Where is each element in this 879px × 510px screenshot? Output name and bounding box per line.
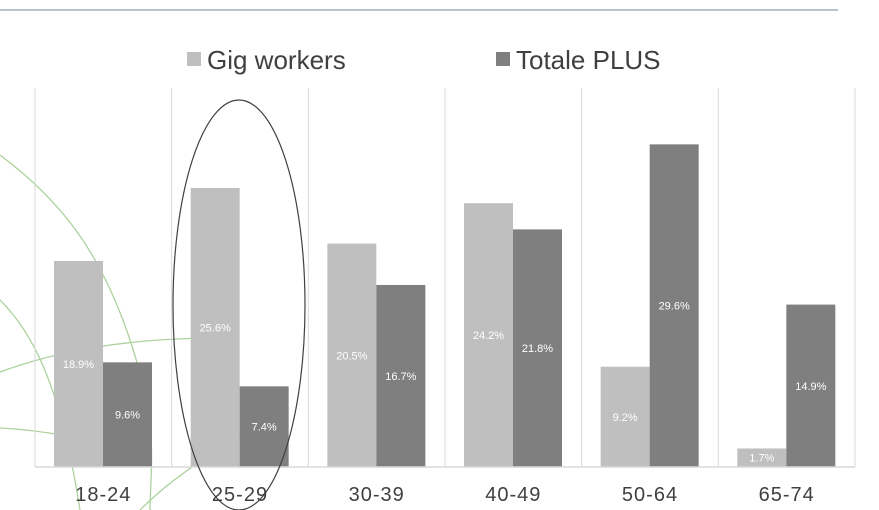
data-label-gig-workers-25-29: 25.6% xyxy=(200,322,231,334)
bar-gig-workers-25-29 xyxy=(190,187,240,467)
x-tick-label-50-64: 50-64 xyxy=(622,484,678,506)
x-tick-label-40-49: 40-49 xyxy=(485,484,541,506)
data-label-totale-plus-30-39: 16.7% xyxy=(385,371,416,383)
bar-totale-plus-25-29 xyxy=(239,386,289,467)
legend-label-totale-plus: Totale PLUS xyxy=(516,45,661,75)
data-label-gig-workers-18-24: 18.9% xyxy=(63,359,94,371)
x-tick-label-18-24: 18-24 xyxy=(75,484,131,506)
x-tick-label-25-29: 25-29 xyxy=(212,484,268,506)
highlight-ellipse xyxy=(172,99,306,510)
bar-totale-plus-40-49 xyxy=(513,229,562,467)
bar-totale-plus-50-64 xyxy=(649,144,699,468)
data-label-totale-plus-25-29: 7.4% xyxy=(252,422,277,434)
bar-totale-plus-65-74 xyxy=(786,304,836,467)
bar-gig-workers-50-64 xyxy=(600,366,650,467)
legend-swatch-gig-workers xyxy=(187,52,201,66)
x-tick-label-30-39: 30-39 xyxy=(349,484,405,506)
bar-totale-plus-18-24 xyxy=(103,362,152,467)
data-label-totale-plus-18-24: 9.6% xyxy=(115,410,140,422)
data-label-totale-plus-40-49: 21.8% xyxy=(522,343,553,355)
bars xyxy=(54,144,836,468)
data-label-gig-workers-30-39: 20.5% xyxy=(336,350,367,362)
data-label-totale-plus-65-74: 14.9% xyxy=(795,381,826,393)
bar-gig-workers-30-39 xyxy=(327,243,377,467)
legend-swatch-totale-plus xyxy=(496,52,510,66)
bar-gig-workers-40-49 xyxy=(464,203,513,467)
bar-gig-workers-18-24 xyxy=(54,260,103,467)
x-tick-label-65-74: 65-74 xyxy=(759,484,815,506)
data-labels: 18.9% 9.6% 25.6% 7.4% 20.5% 16.7% 24.2% 21.8% 9.… xyxy=(63,301,827,465)
data-label-gig-workers-40-49: 24.2% xyxy=(473,330,504,342)
bar-totale-plus-30-39 xyxy=(376,284,426,467)
legend: Gig workers Totale PLUS xyxy=(187,45,661,75)
bar-gig-workers-65-74 xyxy=(737,448,787,467)
x-axis: 18-24 25-29 30-39 40-49 50-64 65-74 xyxy=(35,466,855,506)
data-label-gig-workers-65-74: 1.7% xyxy=(749,453,774,465)
grid-lines xyxy=(34,88,856,467)
legend-label-gig-workers: Gig workers xyxy=(207,45,346,75)
data-label-totale-plus-50-64: 29.6% xyxy=(659,301,690,313)
data-label-gig-workers-50-64: 9.2% xyxy=(613,412,638,424)
